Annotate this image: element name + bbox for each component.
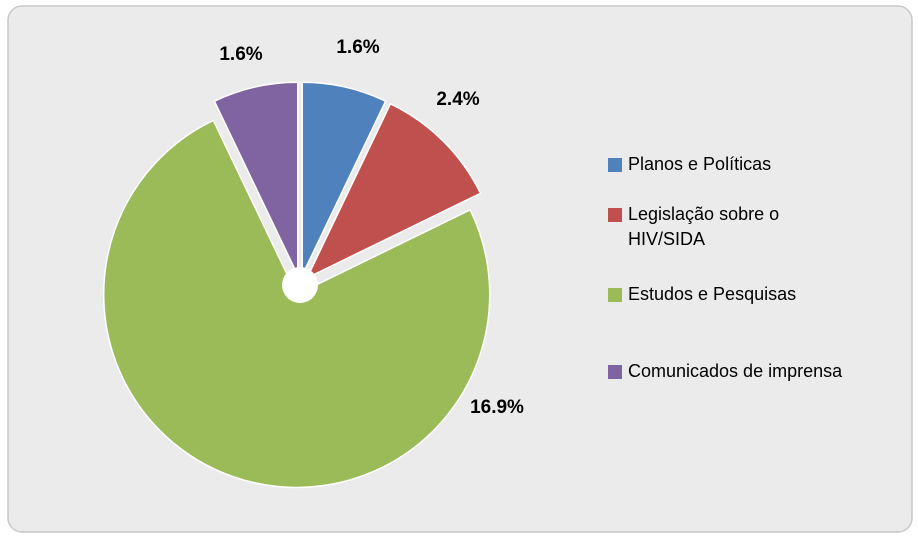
- pie-hole: [282, 267, 318, 303]
- data-label: 2.4%: [436, 89, 479, 110]
- data-label: 1.6%: [219, 44, 262, 65]
- legend-swatch: [608, 208, 622, 222]
- pie-slice: [305, 102, 482, 280]
- data-label: 1.6%: [336, 37, 379, 58]
- legend-swatch: [608, 158, 622, 172]
- pie-slice: [102, 119, 491, 489]
- legend-swatch: [608, 288, 622, 302]
- data-label: 16.9%: [470, 397, 524, 418]
- legend-label: Legislação sobre o HIV/SIDA: [628, 204, 780, 249]
- legend-label: Comunicados de imprensa: [628, 361, 843, 381]
- legend-label: Estudos e Pesquisas: [628, 284, 797, 304]
- legend-label: Planos e Políticas: [628, 154, 772, 174]
- legend-swatch: [608, 365, 622, 379]
- pie-slice: [213, 81, 299, 276]
- pie-slice: [301, 81, 387, 276]
